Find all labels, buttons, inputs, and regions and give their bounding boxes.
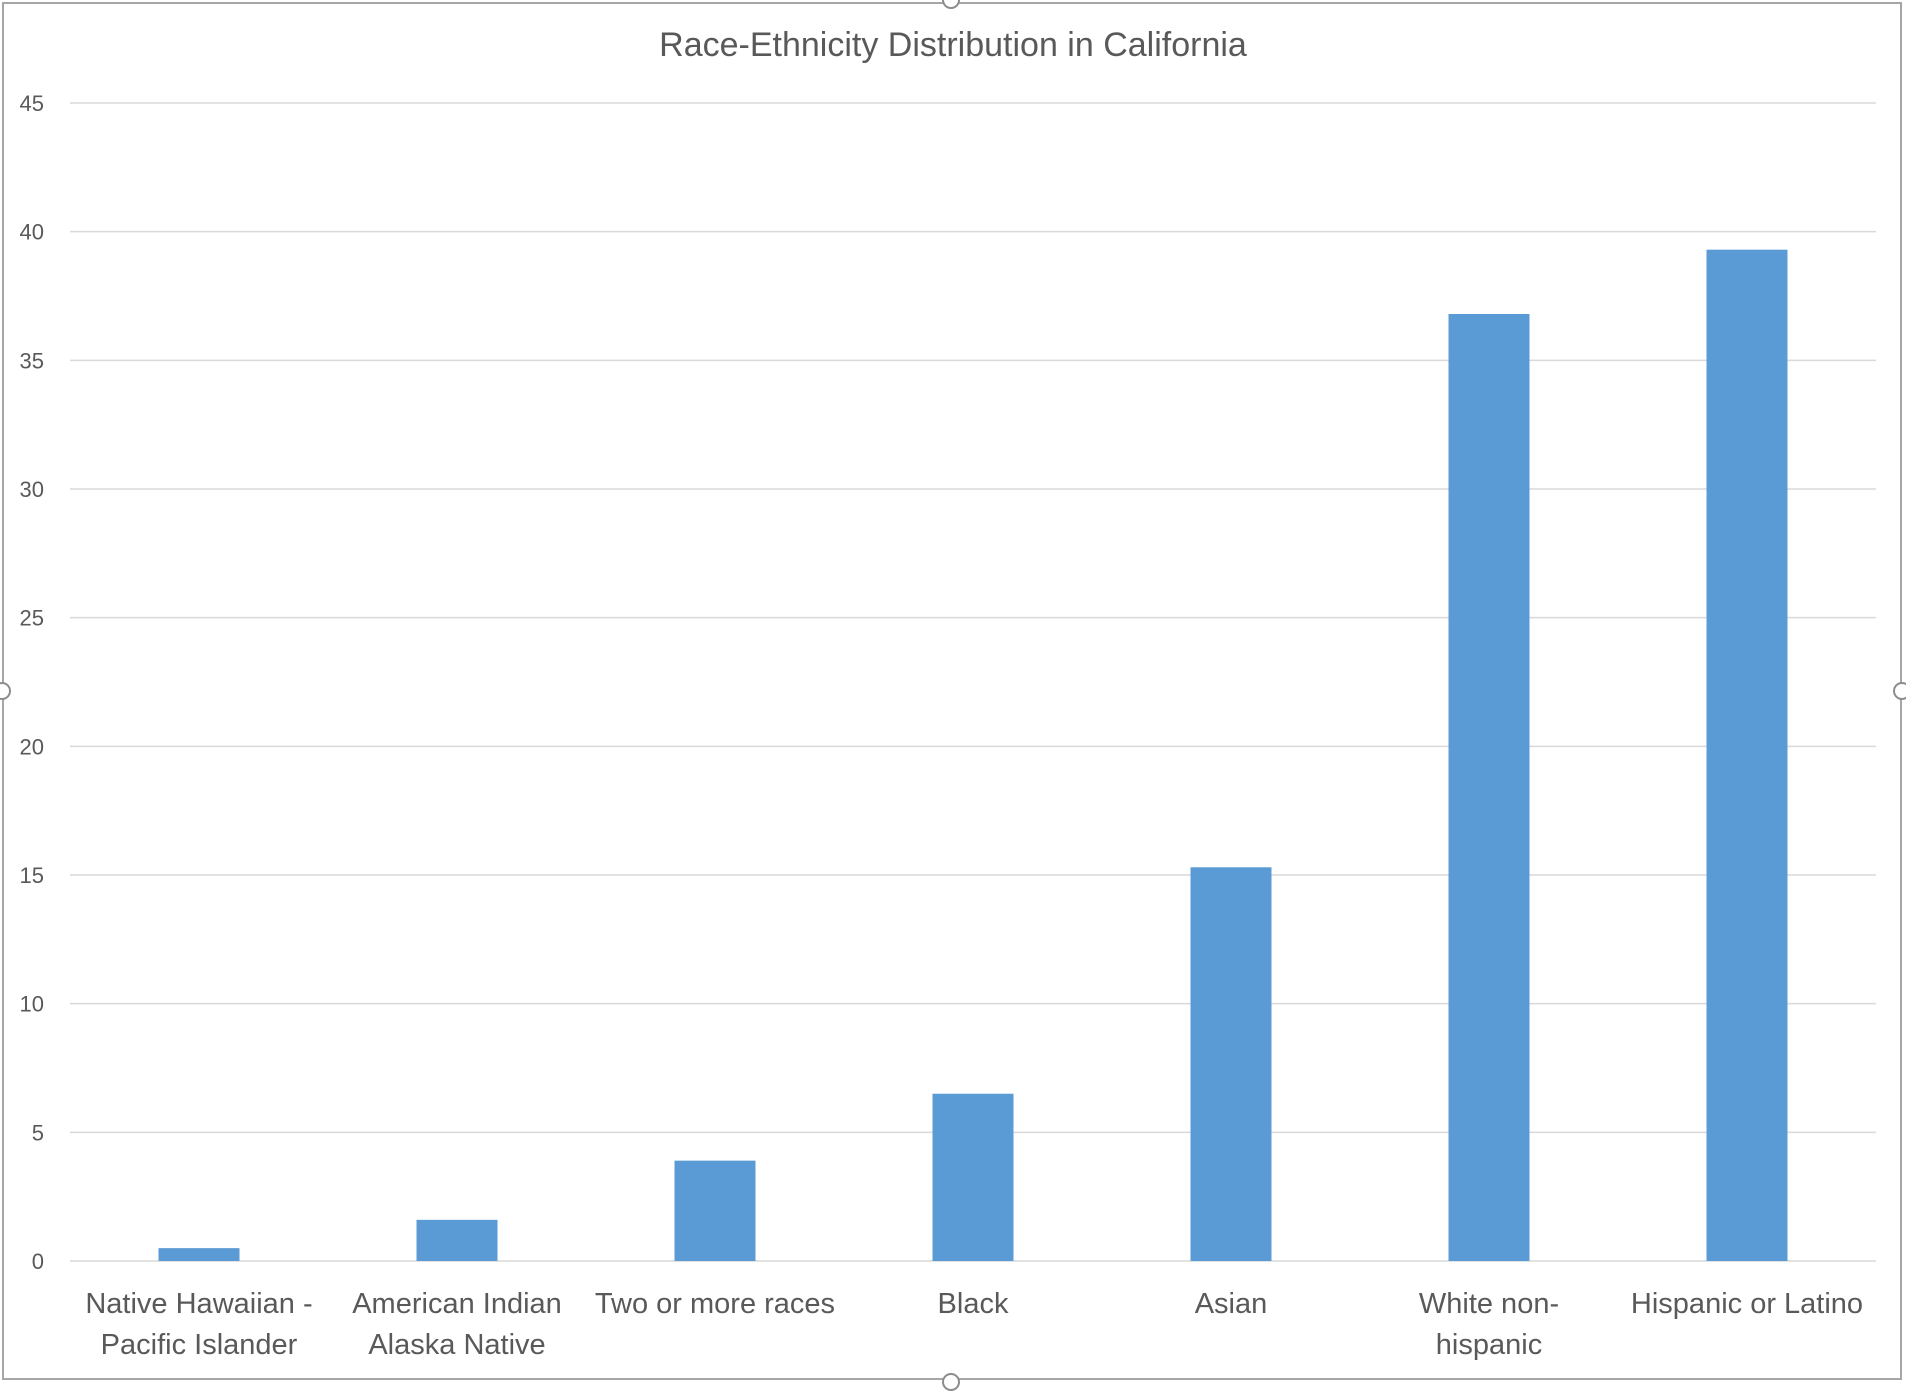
y-tick-label: 20 [20, 734, 44, 759]
y-tick-label: 45 [20, 91, 44, 116]
bar[interactable] [1448, 314, 1530, 1262]
bar[interactable] [416, 1219, 498, 1261]
x-category-label: Native Hawaiian -Pacific Islander [85, 1288, 312, 1361]
y-tick-label: 0 [32, 1249, 44, 1274]
gridlines [70, 102, 1876, 1262]
resize-handle-right[interactable] [1893, 682, 1906, 700]
y-tick-label: 5 [32, 1120, 44, 1145]
y-tick-label: 15 [20, 863, 44, 888]
x-category-label: American Indian Alaska Native [352, 1288, 562, 1361]
bar[interactable] [674, 1160, 756, 1261]
y-tick-label: 35 [20, 348, 44, 373]
bar[interactable] [158, 1248, 240, 1261]
resize-handle-left[interactable] [0, 682, 11, 700]
y-axis-ticks: 0 5 10 15 20 25 30 35 40 45 [20, 91, 44, 1274]
y-tick-label: 25 [20, 606, 44, 631]
chart-title: Race-Ethnicity Distribution in Californi… [659, 26, 1247, 64]
x-category-label: Black [938, 1288, 1009, 1320]
bar[interactable] [1190, 867, 1272, 1261]
x-category-label: White non-hispanic [1419, 1288, 1559, 1361]
x-category-label: Hispanic or Latino [1631, 1288, 1863, 1320]
x-axis-categories: Native Hawaiian -Pacific Islander America… [85, 1288, 1863, 1361]
bars [158, 249, 1788, 1262]
y-tick-label: 40 [20, 220, 44, 245]
x-category-label: Two or more races [595, 1288, 835, 1320]
bar[interactable] [932, 1093, 1014, 1261]
y-tick-label: 30 [20, 477, 44, 502]
x-category-label: Asian [1195, 1288, 1268, 1320]
y-tick-label: 10 [20, 992, 44, 1017]
bar[interactable] [1706, 249, 1788, 1261]
